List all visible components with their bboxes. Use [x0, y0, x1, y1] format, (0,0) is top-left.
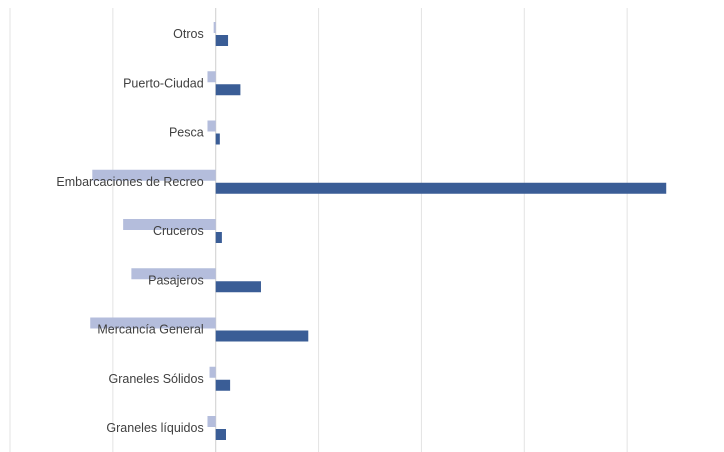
category-label: Pasajeros — [148, 273, 204, 287]
bar-series2 — [215, 379, 231, 391]
bar-series2 — [215, 281, 261, 293]
category-label: Pesca — [169, 126, 204, 140]
bar-series1 — [92, 169, 216, 181]
bar-series2 — [215, 182, 667, 194]
category-label: Graneles líquidos — [106, 421, 203, 435]
category-labels: Otros Puerto-Ciudad Pesca Embarcaciones de … — [56, 27, 203, 435]
bar-series1 — [207, 71, 216, 83]
bar-series1 — [131, 268, 216, 280]
category-label: Cruceros — [153, 224, 204, 238]
bar-series1 — [207, 416, 216, 427]
bar-series1 — [207, 120, 216, 132]
bar-series1 — [90, 317, 216, 329]
bar-series1 — [213, 22, 216, 33]
category-label: Mercancía General — [97, 323, 203, 337]
bar-series1 — [123, 219, 216, 230]
category-label: Otros — [173, 27, 204, 41]
bars-layer — [90, 22, 667, 440]
category-label: Graneles Sólidos — [109, 372, 204, 386]
bar-series2 — [215, 232, 222, 243]
bar-series1 — [209, 366, 216, 378]
bar-series2 — [215, 330, 309, 342]
category-label: Embarcaciones de Recreo — [56, 175, 203, 189]
bar-series2 — [215, 35, 229, 46]
category-label: Puerto-Ciudad — [123, 76, 204, 90]
bar-series2 — [215, 429, 226, 440]
bar-series2 — [215, 84, 241, 96]
bar-series2 — [215, 133, 220, 145]
